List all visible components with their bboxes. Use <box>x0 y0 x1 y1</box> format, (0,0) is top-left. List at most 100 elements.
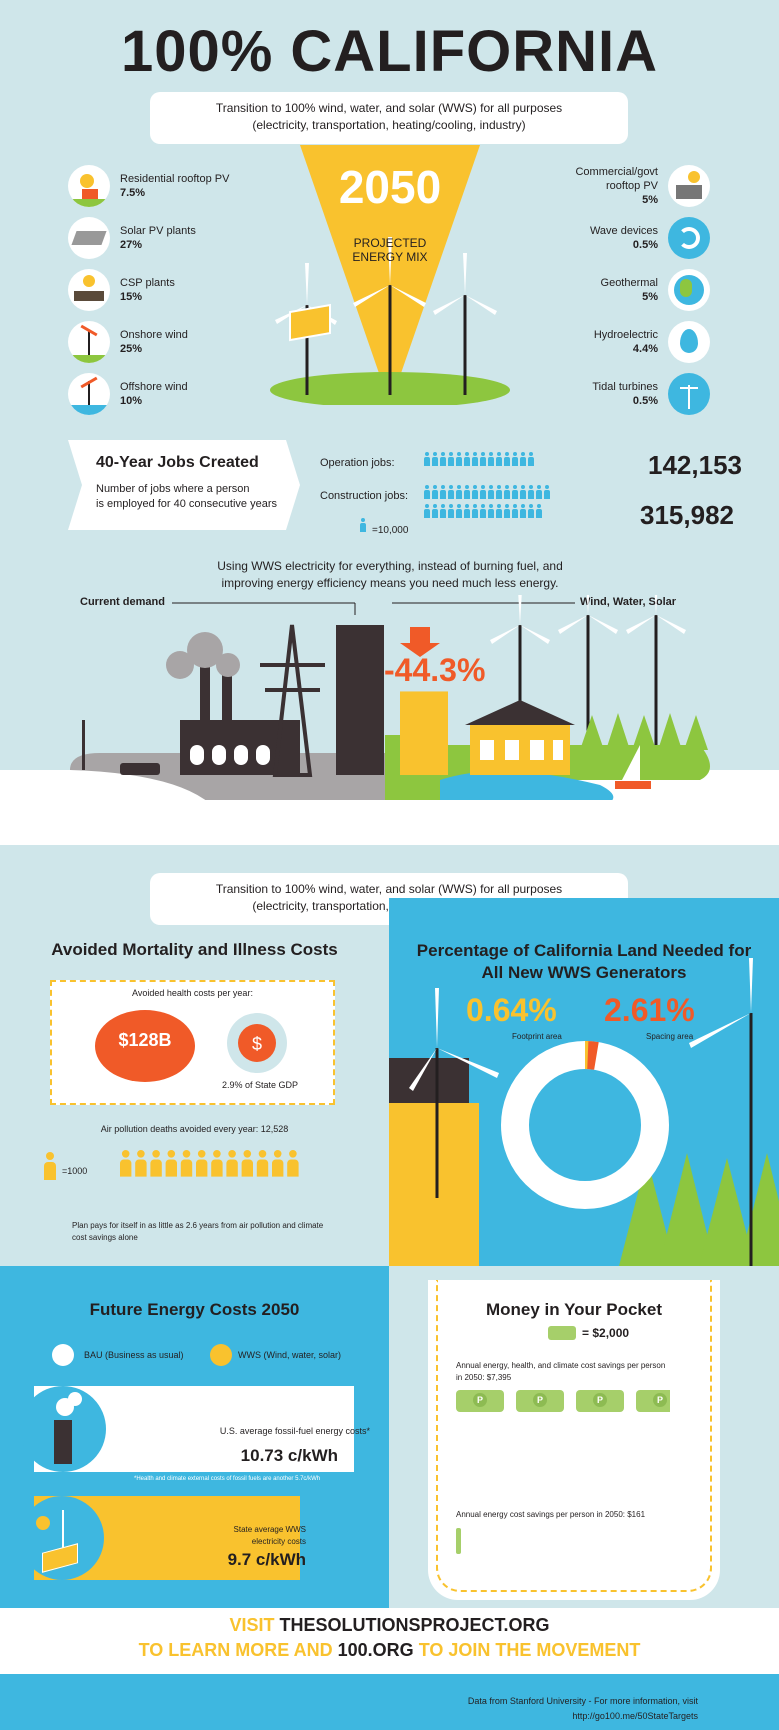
footer <box>0 1674 779 1730</box>
land-title-line1: Percentage of California Land Needed for <box>416 941 752 960</box>
mortality-title: Avoided Mortality and Illness Costs <box>51 940 338 959</box>
cta-org-link[interactable]: 100.ORG <box>337 1640 414 1660</box>
land-donut <box>501 1041 669 1209</box>
person-icon <box>440 452 446 466</box>
mix-caption-line2: ENERGY MIX <box>352 250 428 264</box>
land-scene <box>389 958 779 1266</box>
car <box>120 763 160 775</box>
person-icon <box>150 1150 162 1177</box>
section-divider <box>0 800 779 845</box>
construction-value: 315,982 <box>640 500 734 530</box>
source-name: Commercial/govt <box>575 166 658 178</box>
source-name: CSP plants <box>120 277 175 289</box>
wws-label: State average WWS electricity costs <box>150 1524 306 1548</box>
source-name: Solar PV plants <box>120 225 196 237</box>
person-icon <box>512 452 518 466</box>
wws-value: 9.7 c/kWh <box>227 1550 306 1569</box>
person-icon <box>440 504 446 518</box>
source-name: Tidal turbines <box>592 381 658 393</box>
person-icon <box>180 1150 193 1177</box>
reduction-value: -44.3% <box>384 652 486 688</box>
source-solar-pv-plants: Solar PV plants 27% <box>68 212 268 264</box>
house-sun-icon <box>68 165 110 207</box>
mix-caption-line1: PROJECTED <box>353 236 427 250</box>
source-pct: 5% <box>642 291 658 303</box>
person-icon <box>464 504 470 518</box>
solar-panel-icon <box>68 217 110 259</box>
money-bill-icon <box>576 1390 624 1412</box>
bau-label: U.S. average fossil-fuel energy costs* <box>219 1426 370 1436</box>
person-icon <box>165 1150 177 1177</box>
person-icon <box>448 485 454 499</box>
source-name: Hydroelectric <box>593 329 658 341</box>
cta-band <box>0 1608 779 1674</box>
source-name: Wave devices <box>589 225 658 237</box>
person-icon <box>448 504 454 518</box>
power-pylon <box>272 624 313 777</box>
mix-caption: PROJECTED ENERGY MIX <box>300 236 480 264</box>
annual-label-line2: in 2050: $7,395 <box>456 1373 512 1382</box>
source-tidal-turbines: Tidal turbines 0.5% <box>510 368 710 420</box>
construction-people-row <box>424 485 634 523</box>
cta-visit: VISIT <box>229 1615 275 1635</box>
partial-money-bill-icon <box>636 1390 670 1412</box>
annual-label-line1: Annual energy, health, and climate cost … <box>456 1361 666 1370</box>
demand-text: Using WWS electricity for everything, in… <box>150 558 630 592</box>
jobs-desc-line1: Number of jobs where a person <box>96 483 250 495</box>
source-onshore-wind: Onshore wind 25% <box>68 316 268 368</box>
death-people-row <box>120 1150 302 1186</box>
person-icon <box>456 504 462 518</box>
source-pct: 15% <box>120 291 143 303</box>
footer-link[interactable]: http://go100.me/50StateTargets <box>572 1711 698 1721</box>
solar-panel <box>289 303 331 342</box>
person-icon <box>464 485 470 499</box>
cta-site-link[interactable]: THESOLUTIONSPROJECT.ORG <box>279 1615 550 1635</box>
person-icon <box>287 1150 299 1177</box>
spacing-label: Spacing area <box>646 1032 694 1041</box>
wws-label-line2: electricity costs <box>251 1537 306 1546</box>
footprint-value: 0.64% <box>466 992 557 1028</box>
person-icon <box>241 1150 253 1177</box>
source-geothermal: Geothermal 5% <box>510 264 710 316</box>
source-pct: 10% <box>120 395 143 407</box>
wws-label-line1: State average WWS <box>233 1525 306 1534</box>
page-title: 100% CALIFORNIA <box>120 19 659 84</box>
person-icon <box>512 504 518 518</box>
death-legend: =1000 <box>62 1166 88 1176</box>
jobs-box-arrow <box>286 440 300 530</box>
operation-label: Operation jobs: <box>320 457 395 469</box>
person-icon <box>480 504 486 518</box>
intro-line2: (electricity, transportation, heating/co… <box>252 118 526 132</box>
health-amount: $128B <box>118 1030 172 1050</box>
wws-icon <box>20 1496 104 1580</box>
source-name: Offshore wind <box>120 381 188 393</box>
bau-legend-dot <box>52 1344 74 1366</box>
health-label: Avoided health costs per year: <box>132 988 253 998</box>
person-icon <box>488 504 494 518</box>
sailboat <box>622 745 640 780</box>
down-arrow-icon <box>400 627 440 657</box>
jobs-desc-line2: is employed for 40 consecutive years <box>96 498 277 510</box>
bill-legend-icon <box>548 1326 576 1340</box>
jobs-box: 40-Year Jobs Created Number of jobs wher… <box>68 440 286 530</box>
water-drop-icon <box>668 321 710 363</box>
svg-text:$: $ <box>252 1034 262 1054</box>
person-icon <box>432 485 438 499</box>
source-pct: 0.5% <box>632 395 658 407</box>
person-icon <box>226 1150 238 1177</box>
person-icon <box>520 504 526 518</box>
csp-icon <box>68 269 110 311</box>
demand-text-line2: improving energy efficiency means you ne… <box>221 576 559 590</box>
spacing-value: 2.61% <box>604 992 695 1028</box>
source-hydroelectric: Hydroelectric 4.4% <box>510 316 710 368</box>
intro2-line1: Transition to 100% wind, water, and sola… <box>215 882 563 896</box>
demand-text-line1: Using WWS electricity for everything, in… <box>217 559 563 573</box>
globe-icon <box>668 269 710 311</box>
spacing-wedge <box>585 1041 599 1070</box>
energy-mix-graphic <box>270 145 510 405</box>
person-icon <box>536 504 542 518</box>
source-pct: 4.4% <box>632 343 658 355</box>
person-icon <box>504 452 510 466</box>
source-pct: 7.5% <box>120 187 146 199</box>
